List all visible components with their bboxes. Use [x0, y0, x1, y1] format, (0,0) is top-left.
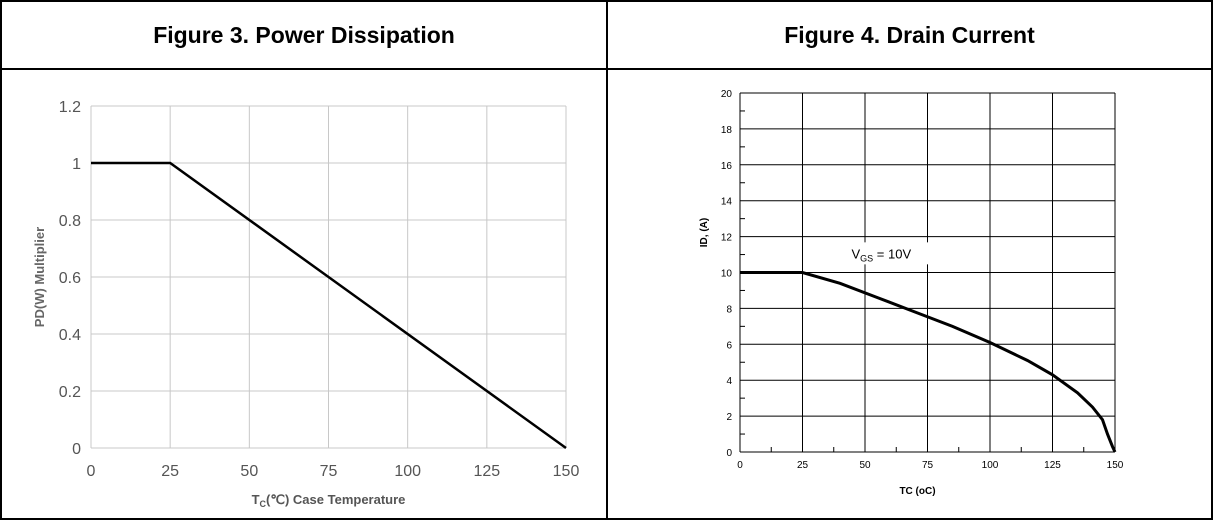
c1-x-tick-label: 25	[161, 463, 179, 480]
figure-3-header: Figure 3. Power Dissipation	[153, 21, 455, 48]
c2-y-tick-label: 2	[726, 412, 732, 423]
c2-minor-ticks	[740, 110, 1085, 452]
c2-x-tick-label: 125	[1044, 460, 1061, 471]
c2-vgs-annotation: VGS = 10V	[852, 246, 912, 263]
table-border-middle	[606, 0, 608, 520]
c1-x-tick-label: 75	[320, 463, 338, 480]
c2-y-tick-label: 14	[721, 197, 733, 208]
c1-y-tick-label: 0.2	[59, 384, 81, 401]
c1-xlabel-sub: C	[260, 499, 267, 509]
drain-current-chart: 0 25 50 75 100 125 150 0 2 4 6 8 10 12 14 16 18 20 VGS = …	[699, 89, 1124, 497]
c1-x-tick-label: 150	[553, 463, 580, 480]
power-dissipation-chart: 0 25 50 75 100 125 150 0 0.2 0.4 0.6 0.8 1 1.2 PD(W) …	[32, 99, 580, 509]
c2-y-axis-label: ID, (A)	[699, 218, 710, 247]
c1-x-tick-label: 0	[87, 463, 96, 480]
c2-x-tick-label: 75	[922, 460, 934, 471]
c2-x-axis-label: TC (oC)	[899, 486, 935, 497]
c2-annot-main: V	[852, 246, 861, 261]
c1-series-line	[91, 161, 567, 450]
c2-y-tick-label: 20	[721, 89, 733, 100]
c2-y-tick-label: 0	[726, 448, 732, 459]
c1-y-tick-label: 1	[72, 156, 81, 173]
c2-y-tick-label: 12	[721, 233, 733, 244]
c2-y-tick-label: 4	[726, 376, 732, 387]
c2-annot-sub: GS	[860, 253, 873, 263]
c2-y-tick-label: 8	[726, 304, 732, 315]
figure-4-header: Figure 4. Drain Current	[784, 21, 1035, 48]
c2-y-tick-label: 16	[721, 161, 733, 172]
table-border-right	[1211, 0, 1213, 520]
c1-x-axis-label: TC(℃) Case Temperature	[252, 492, 406, 509]
c2-x-tick-label: 100	[982, 460, 999, 471]
c2-x-tick-label: 50	[859, 460, 871, 471]
c2-y-tick-label: 18	[721, 125, 733, 136]
c1-y-tick-label: 1.2	[59, 99, 81, 116]
c1-y-tick-label: 0.8	[59, 213, 81, 230]
c1-x-tick-label: 125	[473, 463, 500, 480]
c2-x-tick-label: 25	[797, 460, 809, 471]
c1-x-tick-label: 100	[394, 463, 421, 480]
c2-x-tick-label: 150	[1107, 460, 1124, 471]
c1-y-axis-label: PD(W) Multiplier	[32, 227, 47, 327]
table-border-left	[0, 0, 2, 520]
c1-xlabel-main: T	[252, 492, 260, 507]
c1-y-tick-label: 0.6	[59, 270, 81, 287]
c2-x-tick-label: 0	[737, 460, 743, 471]
c1-tick-labels: 0 25 50 75 100 125 150 0 0.2 0.4 0.6 0.8 1 1.2	[59, 99, 580, 480]
c2-annot-rest: = 10V	[873, 246, 911, 261]
c2-series-line	[740, 271, 1117, 453]
c1-y-tick-label: 0	[72, 441, 81, 458]
c1-y-tick-label: 0.4	[59, 327, 81, 344]
c2-y-tick-label: 6	[726, 340, 732, 351]
c1-x-tick-label: 50	[240, 463, 258, 480]
c1-xlabel-rest: (℃) Case Temperature	[266, 492, 405, 507]
c2-tick-labels: 0 25 50 75 100 125 150 0 2 4 6 8 10 12 14 16 18 20	[721, 89, 1124, 471]
c2-annotation-background	[845, 242, 958, 265]
c2-y-tick-label: 10	[721, 269, 733, 280]
